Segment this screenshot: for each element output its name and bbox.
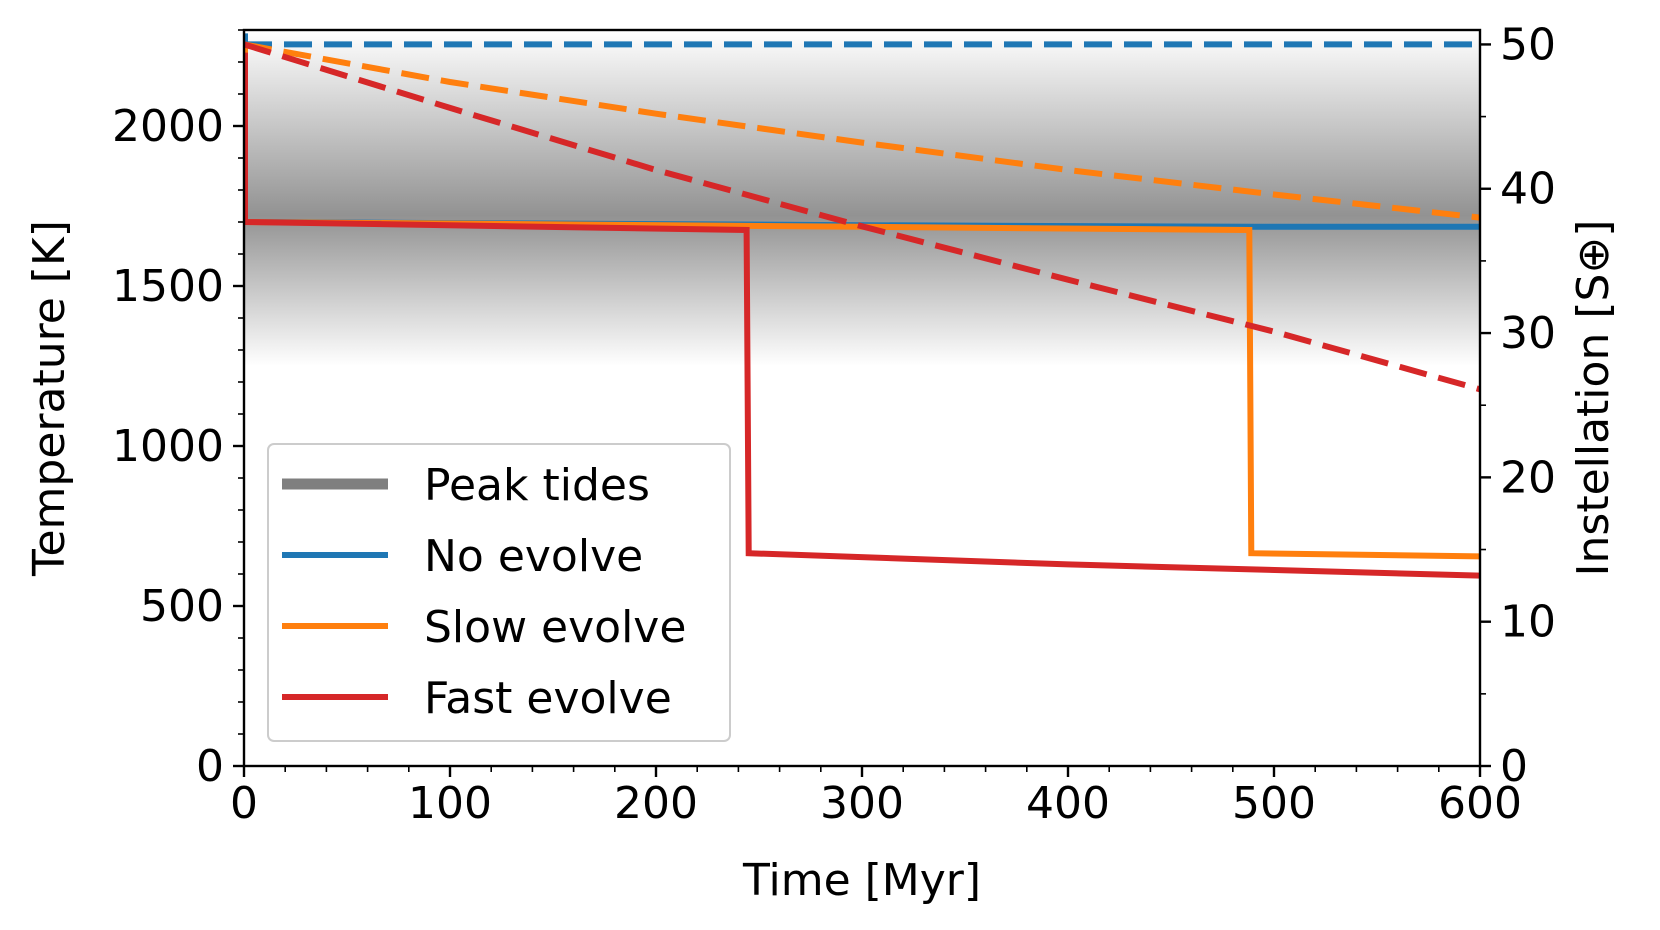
y-tick-label: 1500 — [112, 261, 224, 312]
x-tick-label: 600 — [1438, 778, 1522, 829]
x-tick-label: 500 — [1232, 778, 1316, 829]
legend-label-fast-evolve: Fast evolve — [424, 673, 672, 724]
series-line-fast-evolve-instellation — [244, 41, 1480, 393]
y-tick-label: 500 — [140, 581, 224, 632]
x-tick-label: 200 — [614, 778, 698, 829]
legend: Peak tides No evolve Slow evolve Fast ev… — [267, 443, 731, 742]
y-axis-label: Temperature [K] — [24, 220, 75, 577]
y2-tick-label: 40 — [1500, 164, 1556, 215]
y2-tick-label: 20 — [1500, 452, 1556, 503]
y2-tick-label: 10 — [1500, 597, 1556, 648]
y2-tick-label: 50 — [1500, 19, 1556, 70]
y2-tick-label: 0 — [1500, 741, 1528, 792]
y-tick-label: 1000 — [112, 421, 224, 472]
x-tick-label: 300 — [820, 778, 904, 829]
peak-tides-band — [244, 30, 1480, 366]
x-axis-label: Time [Myr] — [742, 855, 981, 906]
y-tick-label: 2000 — [112, 101, 224, 152]
y2-tick-label: 30 — [1500, 308, 1556, 359]
y2-axis-label: Instellation [S⊕] — [1568, 220, 1619, 577]
y-tick-label: 0 — [196, 741, 224, 792]
legend-box — [267, 443, 731, 742]
legend-label-slow-evolve: Slow evolve — [424, 602, 686, 653]
x-tick-label: 0 — [230, 778, 258, 829]
series-line-slow-evolve-instellation — [244, 41, 1480, 221]
legend-label-peak-tides: Peak tides — [424, 460, 650, 511]
x-tick-label: 400 — [1026, 778, 1110, 829]
x-tick-label: 100 — [408, 778, 492, 829]
legend-label-no-evolve: No evolve — [424, 531, 643, 582]
